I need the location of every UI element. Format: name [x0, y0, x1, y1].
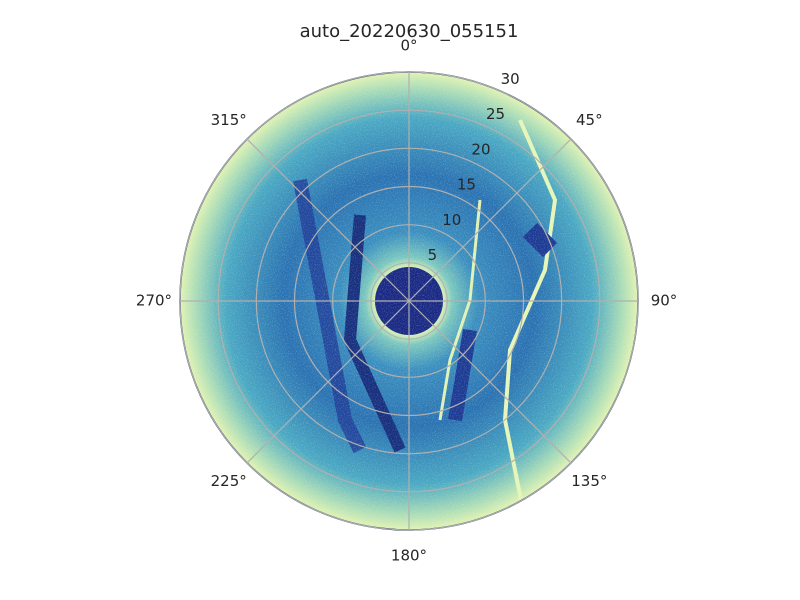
- theta-tick-label: 315°: [211, 111, 247, 129]
- theta-tick-label: 180°: [391, 547, 427, 565]
- theta-tick-label: 90°: [651, 292, 678, 310]
- grid-circle: [293, 185, 525, 417]
- theta-tick-label: 270°: [136, 292, 172, 310]
- r-tick-label: 10: [442, 211, 461, 229]
- r-tick-label: 20: [471, 140, 490, 158]
- r-tick-label: 5: [428, 246, 438, 264]
- r-tick-label: 30: [501, 70, 520, 88]
- grid-circle: [255, 147, 563, 455]
- chart-title: auto_20220630_055151: [300, 21, 519, 42]
- r-tick-label: 15: [457, 176, 476, 194]
- grid-circle: [332, 224, 486, 378]
- grid-circle: [370, 262, 448, 340]
- theta-tick-label: 135°: [571, 472, 607, 490]
- grid-circle: [217, 109, 601, 493]
- theta-tick-label: 225°: [211, 472, 247, 490]
- theta-tick-label: 45°: [576, 111, 603, 129]
- grid-circle: [179, 71, 639, 531]
- r-tick-label: 25: [486, 105, 505, 123]
- theta-tick-label: 0°: [400, 37, 417, 55]
